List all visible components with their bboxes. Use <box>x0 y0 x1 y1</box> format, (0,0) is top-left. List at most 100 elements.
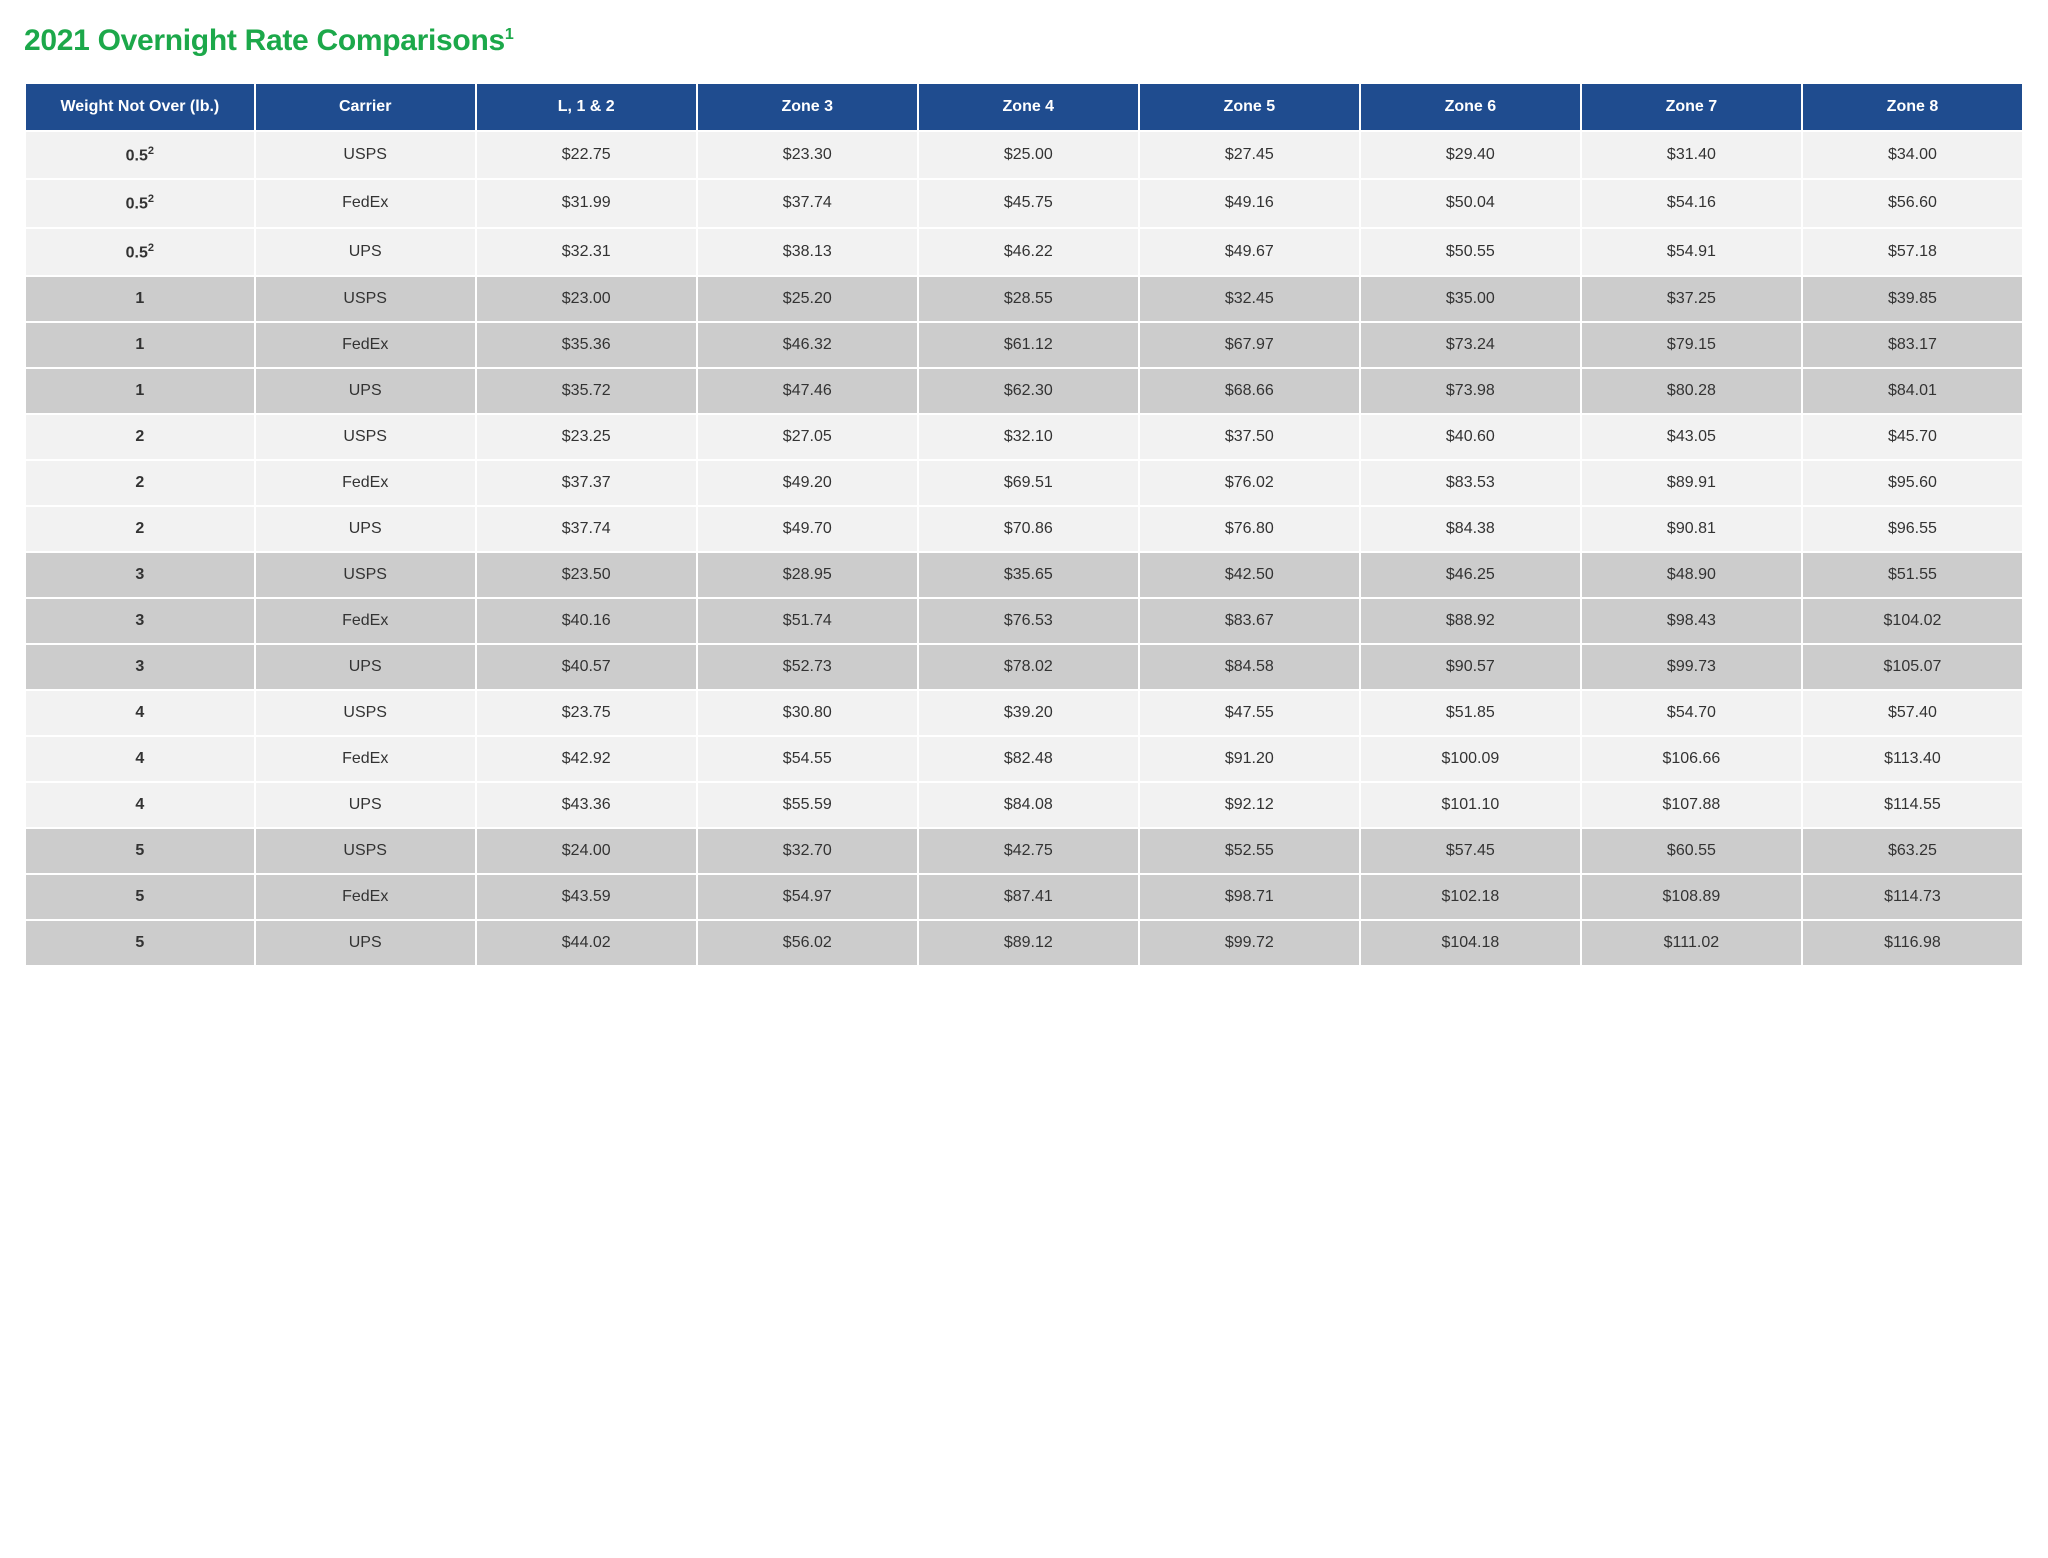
weight-cell: 5 <box>26 875 254 919</box>
rate-cell: $89.12 <box>919 921 1138 965</box>
table-row: 1USPS$23.00$25.20$28.55$32.45$35.00$37.2… <box>26 277 2022 321</box>
carrier-cell: FedEx <box>256 875 475 919</box>
rate-comparison-table: Weight Not Over (lb.) Carrier L, 1 & 2 Z… <box>24 82 2024 967</box>
rate-cell: $46.25 <box>1361 553 1580 597</box>
carrier-cell: UPS <box>256 229 475 275</box>
rate-cell: $39.85 <box>1803 277 2022 321</box>
rate-cell: $83.17 <box>1803 323 2022 367</box>
rate-cell: $113.40 <box>1803 737 2022 781</box>
rate-cell: $37.74 <box>698 180 917 226</box>
title-footnote: 1 <box>505 26 514 43</box>
rate-cell: $106.66 <box>1582 737 1801 781</box>
rate-cell: $61.12 <box>919 323 1138 367</box>
rate-cell: $49.20 <box>698 461 917 505</box>
table-body: 0.52USPS$22.75$23.30$25.00$27.45$29.40$3… <box>26 132 2022 965</box>
rate-cell: $37.25 <box>1582 277 1801 321</box>
rate-cell: $23.75 <box>477 691 696 735</box>
rate-cell: $102.18 <box>1361 875 1580 919</box>
rate-cell: $40.60 <box>1361 415 1580 459</box>
rate-cell: $42.75 <box>919 829 1138 873</box>
rate-cell: $46.22 <box>919 229 1138 275</box>
col-l12: L, 1 & 2 <box>477 84 696 130</box>
rate-cell: $42.92 <box>477 737 696 781</box>
rate-cell: $73.24 <box>1361 323 1580 367</box>
rate-cell: $98.71 <box>1140 875 1359 919</box>
carrier-cell: FedEx <box>256 461 475 505</box>
rate-cell: $69.51 <box>919 461 1138 505</box>
table-row: 2UPS$37.74$49.70$70.86$76.80$84.38$90.81… <box>26 507 2022 551</box>
page-title: 2021 Overnight Rate Comparisons1 <box>24 24 2024 58</box>
table-row: 3USPS$23.50$28.95$35.65$42.50$46.25$48.9… <box>26 553 2022 597</box>
rate-cell: $27.45 <box>1140 132 1359 178</box>
rate-cell: $57.40 <box>1803 691 2022 735</box>
rate-cell: $99.72 <box>1140 921 1359 965</box>
rate-cell: $51.85 <box>1361 691 1580 735</box>
rate-cell: $32.45 <box>1140 277 1359 321</box>
col-zone6: Zone 6 <box>1361 84 1580 130</box>
rate-cell: $70.86 <box>919 507 1138 551</box>
rate-cell: $50.55 <box>1361 229 1580 275</box>
rate-cell: $57.18 <box>1803 229 2022 275</box>
rate-cell: $45.75 <box>919 180 1138 226</box>
weight-cell: 2 <box>26 415 254 459</box>
col-zone5: Zone 5 <box>1140 84 1359 130</box>
rate-cell: $35.00 <box>1361 277 1580 321</box>
carrier-cell: USPS <box>256 277 475 321</box>
weight-cell: 1 <box>26 369 254 413</box>
rate-cell: $114.73 <box>1803 875 2022 919</box>
rate-cell: $95.60 <box>1803 461 2022 505</box>
rate-cell: $43.59 <box>477 875 696 919</box>
weight-cell: 1 <box>26 323 254 367</box>
rate-cell: $38.13 <box>698 229 917 275</box>
carrier-cell: FedEx <box>256 180 475 226</box>
rate-cell: $40.16 <box>477 599 696 643</box>
rate-cell: $116.98 <box>1803 921 2022 965</box>
rate-cell: $91.20 <box>1140 737 1359 781</box>
rate-cell: $30.80 <box>698 691 917 735</box>
weight-cell: 3 <box>26 599 254 643</box>
carrier-cell: USPS <box>256 691 475 735</box>
weight-cell: 0.52 <box>26 229 254 275</box>
rate-cell: $54.16 <box>1582 180 1801 226</box>
rate-cell: $63.25 <box>1803 829 2022 873</box>
rate-cell: $44.02 <box>477 921 696 965</box>
rate-cell: $23.50 <box>477 553 696 597</box>
rate-cell: $47.55 <box>1140 691 1359 735</box>
table-row: 3UPS$40.57$52.73$78.02$84.58$90.57$99.73… <box>26 645 2022 689</box>
col-carrier: Carrier <box>256 84 475 130</box>
rate-cell: $60.55 <box>1582 829 1801 873</box>
rate-cell: $48.90 <box>1582 553 1801 597</box>
weight-cell: 2 <box>26 507 254 551</box>
rate-cell: $34.00 <box>1803 132 2022 178</box>
table-row: 5UPS$44.02$56.02$89.12$99.72$104.18$111.… <box>26 921 2022 965</box>
rate-cell: $88.92 <box>1361 599 1580 643</box>
table-row: 4FedEx$42.92$54.55$82.48$91.20$100.09$10… <box>26 737 2022 781</box>
rate-cell: $42.50 <box>1140 553 1359 597</box>
rate-cell: $25.00 <box>919 132 1138 178</box>
rate-cell: $107.88 <box>1582 783 1801 827</box>
rate-cell: $50.04 <box>1361 180 1580 226</box>
rate-cell: $76.80 <box>1140 507 1359 551</box>
weight-cell: 3 <box>26 645 254 689</box>
weight-cell: 5 <box>26 921 254 965</box>
carrier-cell: UPS <box>256 369 475 413</box>
rate-cell: $76.53 <box>919 599 1138 643</box>
carrier-cell: FedEx <box>256 737 475 781</box>
table-row: 1UPS$35.72$47.46$62.30$68.66$73.98$80.28… <box>26 369 2022 413</box>
rate-cell: $90.57 <box>1361 645 1580 689</box>
table-row: 4UPS$43.36$55.59$84.08$92.12$101.10$107.… <box>26 783 2022 827</box>
weight-cell: 4 <box>26 691 254 735</box>
carrier-cell: UPS <box>256 921 475 965</box>
rate-cell: $35.65 <box>919 553 1138 597</box>
rate-cell: $47.46 <box>698 369 917 413</box>
rate-cell: $89.91 <box>1582 461 1801 505</box>
title-text: 2021 Overnight Rate Comparisons <box>24 24 505 57</box>
carrier-cell: UPS <box>256 507 475 551</box>
rate-cell: $67.97 <box>1140 323 1359 367</box>
table-row: 3FedEx$40.16$51.74$76.53$83.67$88.92$98.… <box>26 599 2022 643</box>
rate-cell: $32.10 <box>919 415 1138 459</box>
table-row: 0.52USPS$22.75$23.30$25.00$27.45$29.40$3… <box>26 132 2022 178</box>
rate-cell: $54.97 <box>698 875 917 919</box>
rate-cell: $80.28 <box>1582 369 1801 413</box>
weight-footnote: 2 <box>148 145 154 157</box>
